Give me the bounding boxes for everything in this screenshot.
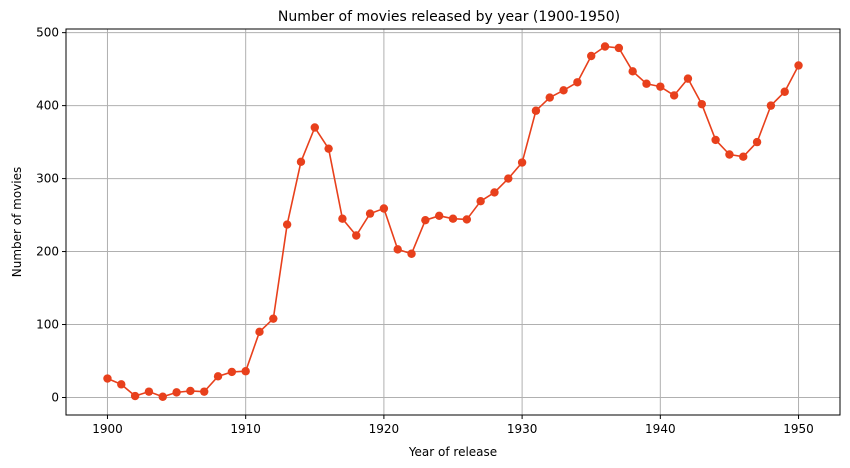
- data-points: [103, 42, 803, 401]
- data-point: [739, 152, 748, 161]
- data-point: [172, 388, 181, 397]
- data-point: [379, 204, 389, 213]
- data-point: [103, 374, 112, 383]
- data-point: [310, 123, 319, 132]
- data-point: [600, 42, 610, 51]
- data-point: [352, 231, 361, 240]
- data-point: [144, 387, 154, 396]
- plot-area-frame: [65, 28, 841, 416]
- data-point: [338, 214, 347, 223]
- data-point: [683, 74, 693, 83]
- y-tick-label: 300: [36, 172, 59, 186]
- data-point: [614, 43, 624, 53]
- data-point: [407, 249, 416, 258]
- x-tick-label: 1900: [92, 422, 123, 436]
- data-point: [794, 61, 803, 70]
- data-point: [186, 386, 195, 396]
- data-point: [573, 78, 582, 87]
- data-point: [269, 314, 278, 323]
- data-point: [752, 137, 762, 147]
- data-point: [711, 135, 720, 145]
- data-point: [255, 327, 264, 337]
- axis-ticks: 1900 1910 1920 1930 1940 1950 0 100 200 300 400 500: [36, 26, 814, 436]
- y-axis-title: Number of movies: [10, 167, 24, 278]
- data-point: [434, 211, 444, 220]
- data-point: [200, 387, 209, 396]
- data-point: [545, 93, 554, 102]
- data-point: [587, 51, 596, 61]
- y-tick-label: 400: [36, 99, 59, 113]
- data-point: [766, 101, 776, 110]
- data-point: [324, 144, 333, 153]
- data-point: [158, 392, 167, 401]
- data-point: [628, 67, 637, 76]
- data-point: [365, 209, 375, 218]
- data-point: [669, 91, 679, 100]
- data-point: [117, 380, 126, 389]
- y-tick-label: 100: [36, 318, 59, 332]
- data-point: [517, 158, 527, 167]
- data-point: [559, 86, 568, 95]
- y-tick-label: 200: [36, 245, 59, 259]
- data-point: [780, 87, 789, 96]
- data-point: [697, 99, 706, 109]
- data-point: [531, 106, 541, 115]
- data-point: [448, 214, 458, 223]
- data-point: [656, 82, 665, 91]
- x-tick-label: 1910: [230, 422, 261, 436]
- data-point: [130, 391, 140, 401]
- data-point: [642, 79, 651, 88]
- data-point: [504, 174, 513, 183]
- data-point: [282, 220, 292, 229]
- grid-lines: [66, 29, 840, 415]
- y-tick-label: 500: [36, 26, 59, 40]
- data-point: [462, 215, 472, 224]
- data-point: [213, 372, 223, 381]
- x-tick-label: 1950: [783, 422, 814, 436]
- x-axis-title: Year of release: [408, 445, 497, 459]
- data-point: [296, 157, 306, 167]
- data-point: [227, 367, 237, 377]
- chart-title: Number of movies released by year (1900-…: [278, 9, 620, 25]
- data-point: [725, 150, 734, 159]
- data-point: [490, 188, 499, 197]
- x-tick-label: 1940: [645, 422, 676, 436]
- x-tick-label: 1930: [507, 422, 538, 436]
- x-tick-label: 1920: [369, 422, 400, 436]
- data-point: [476, 197, 485, 206]
- y-tick-label: 0: [51, 390, 59, 404]
- data-point: [393, 245, 402, 254]
- data-point: [421, 215, 430, 225]
- data-point: [241, 367, 250, 376]
